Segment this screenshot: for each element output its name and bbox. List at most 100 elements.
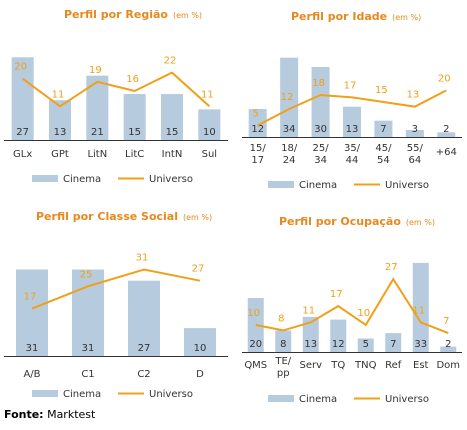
line-value-label: 10 xyxy=(247,308,260,319)
universo-line xyxy=(257,89,447,127)
line-value-label: 13 xyxy=(406,90,419,101)
chart-title-text: Perfil por Região xyxy=(64,8,168,21)
bar-value-label: 2 xyxy=(443,124,449,135)
category-label-line: TE/ xyxy=(274,356,291,367)
category-label: IntN xyxy=(162,149,183,160)
bar-value-label: 12 xyxy=(332,339,345,350)
bar-value-label: 31 xyxy=(82,343,95,354)
bar-value-label: 3 xyxy=(412,124,418,135)
chart-title: Perfil por Ocupação (em %) xyxy=(279,215,435,228)
bar xyxy=(357,338,374,352)
category-label-line: 25/ xyxy=(313,143,330,154)
bar xyxy=(280,57,299,137)
bar xyxy=(374,120,393,137)
category-label: 25/34 xyxy=(313,143,330,166)
bar xyxy=(343,106,361,137)
category-label-line: +64 xyxy=(436,147,457,158)
line-value-label: 17 xyxy=(24,292,37,303)
line-value-label: 20 xyxy=(438,73,451,84)
chart-subtitle: (em %) xyxy=(183,213,212,222)
legend-bar-swatch xyxy=(32,390,58,397)
category-label-line: 17 xyxy=(251,155,264,166)
category-label-line: C2 xyxy=(137,369,150,380)
category-label-line: 54 xyxy=(377,155,390,166)
bar-value-label: 10 xyxy=(203,127,216,138)
legend: Cinema Universo xyxy=(268,180,429,191)
bar xyxy=(86,75,109,140)
category-label: Dom xyxy=(436,360,460,371)
bar-value-label: 7 xyxy=(380,124,386,135)
bar xyxy=(405,130,424,137)
legend-line-label: Universo xyxy=(149,174,193,185)
bar xyxy=(275,330,292,352)
category-label-line: 45/ xyxy=(375,143,392,154)
legend-line-label: Universo xyxy=(385,394,429,405)
category-label-line: GLx xyxy=(13,149,32,160)
line-value-label: 17 xyxy=(330,289,343,300)
bar-value-label: 15 xyxy=(166,127,179,138)
bar xyxy=(184,328,216,356)
universo-line xyxy=(255,277,449,335)
chart-panel-4: Perfil por Ocupação (em %) 20 8 13 12 5 7 33 2 10 8… xyxy=(242,215,462,405)
legend: Cinema Universo xyxy=(32,174,193,185)
category-label: TE/pp xyxy=(274,356,291,379)
legend: Cinema Universo xyxy=(32,389,193,400)
category-label-line: LitC xyxy=(125,149,144,160)
legend-bar-label: Cinema xyxy=(63,389,101,400)
universo-line xyxy=(31,268,201,310)
bar xyxy=(385,333,402,352)
chart-panel-2: Perfil por Idade (em %) 12 34 30 13 7 3 2 5 12 18 17… xyxy=(242,10,462,191)
bar xyxy=(161,94,183,140)
category-label-line: 34 xyxy=(314,155,327,166)
line-value-label: 19 xyxy=(89,65,102,76)
source-note: Fonte: Marktest xyxy=(4,408,95,421)
bar-value-label: 31 xyxy=(26,343,39,354)
line-value-label: 18 xyxy=(312,78,325,89)
line-value-label: 11 xyxy=(52,89,65,100)
bar xyxy=(248,109,267,137)
bar-value-label: 33 xyxy=(414,339,427,350)
legend-line-label: Universo xyxy=(149,389,193,400)
bar-value-label: 8 xyxy=(280,339,286,350)
line-value-label: 25 xyxy=(80,269,93,280)
bar xyxy=(412,262,429,352)
category-label-line: IntN xyxy=(162,149,183,160)
legend: Cinema Universo xyxy=(268,394,429,405)
bar-value-label: 2 xyxy=(445,339,451,350)
chart-subtitle: (em %) xyxy=(173,11,202,20)
category-label-line: 64 xyxy=(408,155,421,166)
bar-value-label: 5 xyxy=(363,339,369,350)
line-value-label: 7 xyxy=(443,316,449,327)
line-value-label: 11 xyxy=(302,305,315,316)
bar xyxy=(330,319,347,352)
legend-line-label: Universo xyxy=(385,180,429,191)
legend-bar-swatch xyxy=(268,181,294,188)
line-value-label: 27 xyxy=(192,264,205,275)
bar xyxy=(16,269,48,356)
bar xyxy=(198,109,221,140)
bar-value-label: 34 xyxy=(283,124,296,135)
line-value-label: 12 xyxy=(281,92,294,103)
category-label: C1 xyxy=(81,369,94,380)
category-label-line: 44 xyxy=(346,155,359,166)
category-label-line: C1 xyxy=(81,369,94,380)
line-value-label: 20 xyxy=(14,62,27,73)
category-label: LitC xyxy=(125,149,144,160)
chart-subtitle: (em %) xyxy=(406,218,435,227)
line-value-label: 27 xyxy=(385,262,398,273)
category-label-line: D xyxy=(196,369,204,380)
line-value-label: 31 xyxy=(136,253,149,264)
chart-subtitle: (em %) xyxy=(392,13,421,22)
category-label: +64 xyxy=(436,147,457,158)
category-label-line: 18/ xyxy=(281,143,298,154)
category-label: C2 xyxy=(137,369,150,380)
line-value-label: 16 xyxy=(126,74,139,85)
line-value-label: 5 xyxy=(253,108,259,119)
bar-value-label: 12 xyxy=(251,124,264,135)
line-value-label: 15 xyxy=(375,85,388,96)
chart-title-text: Perfil por Ocupação xyxy=(279,215,401,228)
category-label-line: Sul xyxy=(202,149,217,160)
line-value-label: 22 xyxy=(164,56,177,67)
category-label-line: 35/ xyxy=(344,143,361,154)
chart-panel-3: Perfil por Classe Social (em %) 31 31 27 10 17… xyxy=(4,210,228,400)
